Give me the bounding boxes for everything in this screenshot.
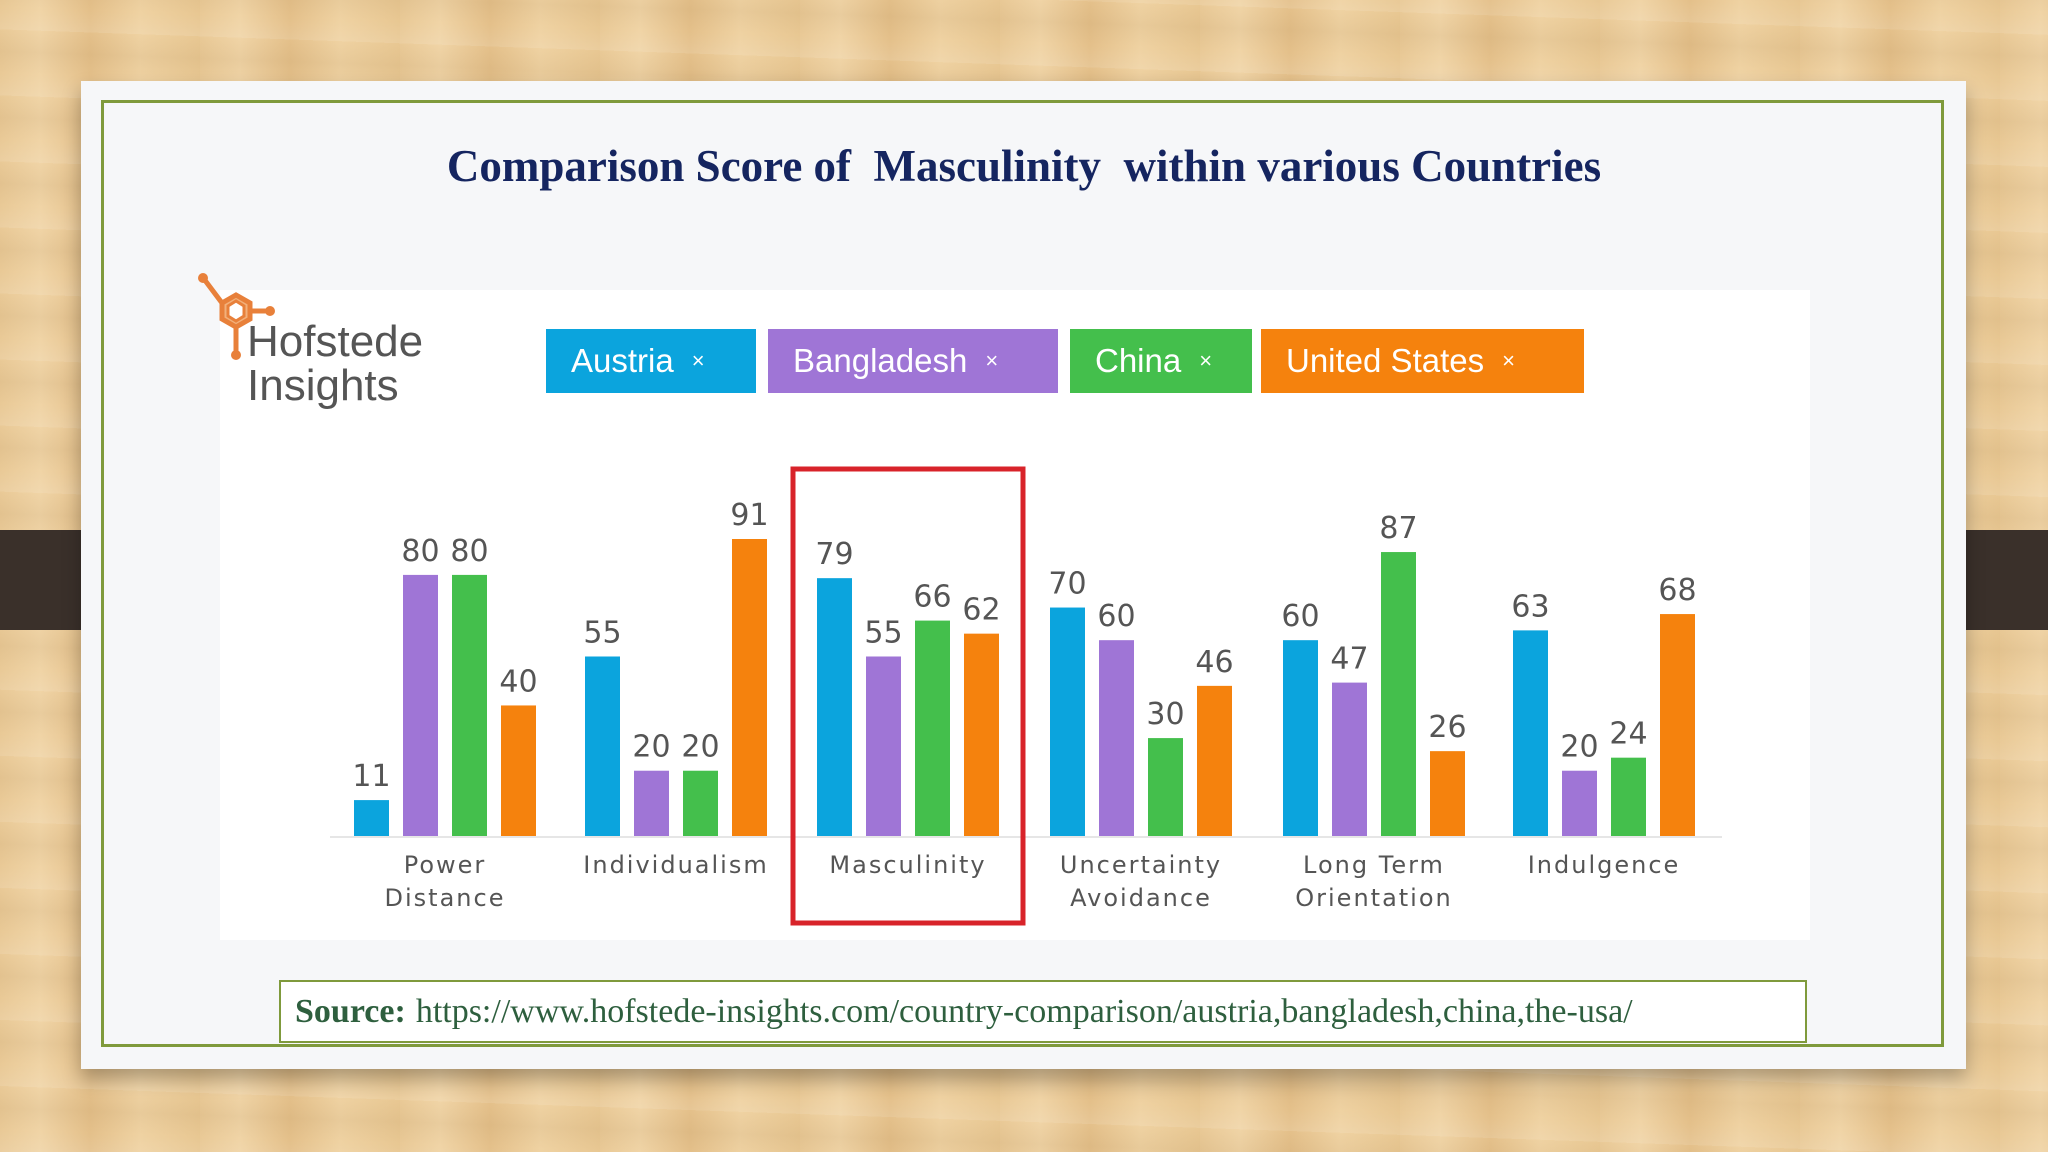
value-label: 70 [1048, 567, 1086, 602]
value-label: 55 [864, 615, 902, 650]
hexagon-molecule-icon [198, 273, 275, 360]
close-icon[interactable]: × [1199, 348, 1213, 373]
bar-china-power-distance [452, 574, 487, 836]
value-label: 68 [1658, 573, 1696, 608]
value-label: 47 [1330, 642, 1368, 677]
chip-austria[interactable]: Austria × [546, 329, 756, 393]
bar-united-states-uncertainty-avoidance [1197, 685, 1232, 836]
category-label: Long Term [1303, 851, 1445, 879]
bar-bangladesh-individualism [634, 770, 669, 836]
category-label: Uncertainty [1060, 851, 1222, 879]
category-label: Individualism [583, 851, 768, 879]
logo-text-line1: Hofstede [247, 317, 424, 366]
logo-text-line2: Insights [247, 361, 399, 410]
value-label: 46 [1195, 645, 1233, 680]
bar-united-states-masculinity [964, 633, 999, 836]
slide-border [101, 100, 1944, 1047]
value-label: 66 [913, 580, 951, 615]
bar-austria-masculinity [817, 578, 852, 836]
category-label: Power [404, 851, 487, 879]
chip-label: China [1095, 342, 1182, 379]
value-label: 26 [1428, 710, 1466, 745]
source-label: Source: [295, 992, 406, 1030]
chip-united-states[interactable]: United States × [1261, 329, 1584, 393]
value-label: 60 [1097, 599, 1135, 634]
chip-label: Austria [571, 342, 674, 379]
category-label: Masculinity [829, 851, 986, 879]
bar-bangladesh-uncertainty-avoidance [1099, 640, 1134, 836]
value-label: 30 [1146, 697, 1184, 732]
value-label: 24 [1609, 717, 1647, 752]
value-label: 20 [681, 730, 719, 765]
bar-austria-individualism [585, 656, 620, 836]
value-label: 91 [730, 498, 768, 533]
value-label: 63 [1511, 589, 1549, 624]
chip-china[interactable]: China × [1070, 329, 1252, 393]
close-icon[interactable]: × [1502, 348, 1515, 373]
bar-austria-power-distance [354, 800, 389, 836]
bar-united-states-power-distance [501, 705, 536, 836]
value-label: 62 [962, 593, 1000, 628]
bar-bangladesh-long-term-orientation [1332, 682, 1367, 836]
value-label: 11 [352, 759, 390, 794]
source-url[interactable]: https://www.hofstede-insights.com/countr… [415, 992, 1633, 1030]
bar-china-masculinity [915, 620, 950, 836]
value-label: 60 [1281, 599, 1319, 634]
value-label: 55 [583, 615, 621, 650]
value-label: 87 [1379, 511, 1417, 546]
bar-china-long-term-orientation [1381, 552, 1416, 836]
bar-austria-long-term-orientation [1283, 640, 1318, 836]
close-icon[interactable]: × [985, 348, 999, 373]
source-box: Source: https://www.hofstede-insights.co… [279, 980, 1807, 1043]
bar-bangladesh-indulgence [1562, 770, 1597, 836]
highlight-box [790, 466, 1026, 926]
category-label: Distance [385, 884, 506, 912]
bar-united-states-long-term-orientation [1430, 751, 1465, 836]
category-label: Indulgence [1528, 851, 1681, 879]
bar-austria-indulgence [1513, 630, 1548, 836]
bar-china-uncertainty-avoidance [1148, 738, 1183, 836]
close-icon[interactable]: × [691, 348, 705, 373]
bar-bangladesh-power-distance [403, 574, 438, 836]
category-label: Orientation [1295, 884, 1453, 912]
bar-austria-uncertainty-avoidance [1050, 607, 1085, 836]
value-label: 20 [632, 730, 670, 765]
value-label: 80 [450, 534, 488, 569]
chip-label: Bangladesh [793, 342, 968, 379]
slide-title: Comparison Score of Masculinity within v… [446, 141, 1602, 191]
bar-china-indulgence [1611, 757, 1646, 836]
bar-united-states-individualism [732, 539, 767, 836]
bar-united-states-indulgence [1660, 614, 1695, 836]
value-label: 79 [815, 537, 853, 572]
category-label: Avoidance [1070, 884, 1212, 912]
value-label: 40 [499, 664, 537, 699]
bar-china-individualism [683, 770, 718, 836]
bar-bangladesh-masculinity [866, 656, 901, 836]
value-label: 80 [401, 534, 439, 569]
chip-label: United States [1286, 342, 1485, 379]
value-label: 20 [1560, 730, 1598, 765]
chip-bangladesh[interactable]: Bangladesh × [768, 329, 1058, 393]
